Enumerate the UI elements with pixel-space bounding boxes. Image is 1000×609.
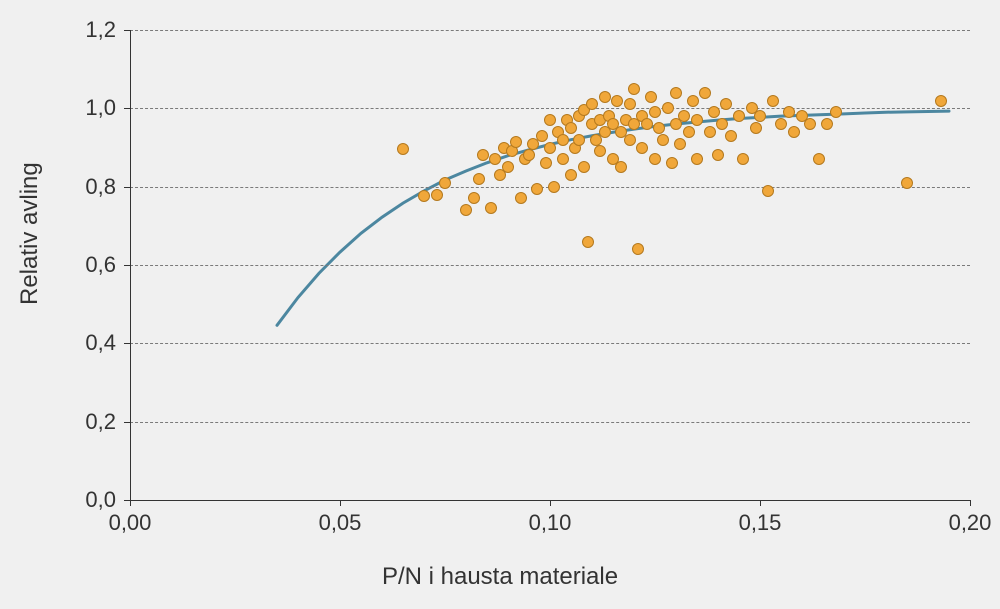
- data-point: [813, 153, 825, 165]
- data-point: [788, 126, 800, 138]
- gridline: [130, 108, 970, 109]
- data-point: [557, 153, 569, 165]
- gridline: [130, 422, 970, 423]
- data-point: [645, 91, 657, 103]
- data-point: [762, 185, 774, 197]
- data-point: [636, 142, 648, 154]
- y-axis-title: Relativ avling: [16, 162, 44, 305]
- data-point: [599, 91, 611, 103]
- data-point: [628, 83, 640, 95]
- data-point: [439, 177, 451, 189]
- data-point: [674, 138, 686, 150]
- fit-curve-path: [277, 111, 949, 325]
- data-point: [565, 169, 577, 181]
- y-tick-label: 0,8: [85, 174, 116, 200]
- data-point: [544, 114, 556, 126]
- x-tick-label: 0,00: [109, 510, 152, 536]
- y-tick-label: 1,0: [85, 95, 116, 121]
- data-point: [670, 87, 682, 99]
- data-point: [653, 122, 665, 134]
- y-axis-line: [130, 30, 131, 500]
- data-point: [662, 102, 674, 114]
- data-point: [431, 189, 443, 201]
- data-point: [935, 95, 947, 107]
- data-point: [725, 130, 737, 142]
- scatter-chart: Relativ avling P/N i hausta materiale 0,…: [0, 0, 1000, 609]
- data-point: [750, 122, 762, 134]
- data-point: [830, 106, 842, 118]
- data-point: [901, 177, 913, 189]
- gridline: [130, 343, 970, 344]
- data-point: [548, 181, 560, 193]
- x-tick-mark: [970, 500, 971, 506]
- y-tick-label: 1,2: [85, 17, 116, 43]
- data-point: [687, 95, 699, 107]
- plot-area: 0,00,20,40,60,81,01,20,000,050,100,150,2…: [130, 30, 970, 500]
- data-point: [704, 126, 716, 138]
- data-point: [502, 161, 514, 173]
- data-point: [775, 118, 787, 130]
- y-tick-label: 0,2: [85, 409, 116, 435]
- y-tick-label: 0,4: [85, 330, 116, 356]
- data-point: [683, 126, 695, 138]
- gridline: [130, 30, 970, 31]
- data-point: [565, 122, 577, 134]
- y-tick-label: 0,6: [85, 252, 116, 278]
- gridline: [130, 265, 970, 266]
- data-point: [691, 114, 703, 126]
- x-axis-line: [130, 500, 970, 501]
- data-point: [582, 236, 594, 248]
- data-point: [611, 95, 623, 107]
- data-point: [578, 161, 590, 173]
- data-point: [641, 118, 653, 130]
- data-point: [699, 87, 711, 99]
- x-axis-title: P/N i hausta materiale: [382, 563, 618, 591]
- data-point: [540, 157, 552, 169]
- data-point: [657, 134, 669, 146]
- data-point: [531, 183, 543, 195]
- data-point: [510, 136, 522, 148]
- data-point: [666, 157, 678, 169]
- data-point: [708, 106, 720, 118]
- data-point: [515, 192, 527, 204]
- x-tick-label: 0,15: [739, 510, 782, 536]
- x-tick-label: 0,20: [949, 510, 992, 536]
- data-point: [473, 173, 485, 185]
- data-point: [624, 134, 636, 146]
- data-point: [573, 134, 585, 146]
- data-point: [767, 95, 779, 107]
- x-tick-label: 0,10: [529, 510, 572, 536]
- data-point: [536, 130, 548, 142]
- data-point: [557, 134, 569, 146]
- data-point: [544, 142, 556, 154]
- x-tick-label: 0,05: [319, 510, 362, 536]
